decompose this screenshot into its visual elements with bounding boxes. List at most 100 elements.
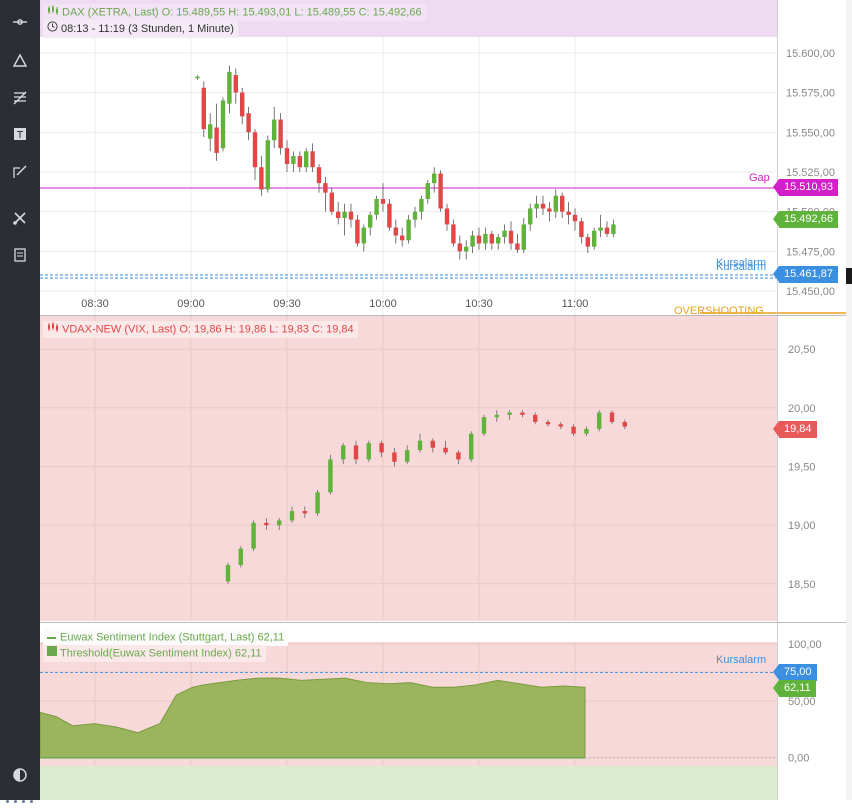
dax-time-axis: 08:30 09:00 09:30 10:00 10:30 11:00 [81,298,588,310]
dax-candle [489,233,494,244]
vdax-candle [315,492,320,514]
dax-candle [425,183,430,199]
text-tool-icon[interactable]: T [8,122,32,146]
fibonacci-tool-icon[interactable] [8,86,32,110]
dax-time-range[interactable]: 08:13 - 11:19 (3 Stunden, 1 Minute) [43,20,238,38]
dax-candle [528,208,533,225]
tools-icon[interactable] [8,206,32,230]
alarm-price-tag: 15.461,87 [773,266,838,283]
vdax-candle [289,511,295,521]
dax-candle [521,224,526,250]
dax-candle [227,71,232,104]
euwax-y-tick-label: 0,00 [788,753,809,765]
dax-x-tick-label: 11:00 [562,298,589,310]
drawing-toolbar: T [0,0,40,803]
triangle-tool-icon[interactable] [8,49,32,73]
dax-candle [406,219,411,241]
dax-candle [201,87,206,130]
vdax-candle [277,520,282,526]
clock-icon [47,21,58,37]
dax-candle [214,127,219,153]
euwax-area-path [40,677,586,759]
dax-candle [323,183,328,193]
gap-price-tag: 15.510,93 [773,179,838,196]
vdax-candle [494,414,499,418]
dax-candle [240,92,245,117]
vdax-candle [558,424,563,427]
vdax-candle [584,428,589,434]
dax-candle [310,151,315,168]
crosshair-tool-icon[interactable] [8,10,32,34]
vdax-candles [225,410,627,584]
chart-area[interactable]: 08:30 09:00 09:30 10:00 10:30 11:00 15.450,00… [40,0,852,800]
vdax-candle [443,447,448,453]
dax-candle [553,195,558,212]
toolbar-dots [6,790,40,803]
right-edge-strip [846,0,852,800]
dax-candle [470,235,475,247]
vdax-y-tick-label: 18,50 [788,579,816,591]
candles-icon [47,5,59,20]
dax-candle [355,219,360,244]
dax-x-tick-label: 10:30 [465,298,493,310]
line-series-icon [47,630,57,645]
dax-candle [432,173,437,184]
vdax-y-tick-label: 19,00 [788,520,816,532]
dax-candle [297,156,302,168]
dax-candle [592,230,597,247]
euwax-kursalarm-label: Kursalarm [716,654,767,666]
dax-candle [611,224,616,234]
dax-candle [272,119,277,141]
layers-icon[interactable] [8,243,32,267]
vdax-candle [392,452,397,462]
dax-candle [579,221,584,238]
dax-candle [572,214,578,222]
dax-candle [464,246,469,252]
dax-horizontal-lines [40,187,852,314]
euwax-lower-band [40,766,777,800]
dax-candle [265,140,270,190]
dax-candle [540,203,546,209]
vdax-grid [40,316,777,621]
dax-candle [412,211,418,220]
vdax-legend[interactable]: VDAX-NEW (VIX, Last) O: 19,86 H: 19,86 L… [43,321,358,339]
euwax-y-tick-label: 50,00 [788,696,816,708]
vdax-candle [353,445,359,460]
svg-text:T: T [16,130,24,141]
dax-candle [483,233,488,244]
vdax-plot-bg [40,316,777,621]
dax-candle [457,243,462,252]
contrast-icon[interactable] [8,763,32,787]
dax-legend[interactable]: DAX (XETRA, Last) O: 15.489,55 H: 15.493… [43,4,426,22]
vdax-candle [622,421,627,427]
dax-candle [259,167,264,190]
dax-candle [496,237,501,244]
euwax-axis: 0,00 50,00 100,00 [788,639,822,765]
dax-candle [451,224,456,244]
right-edge-marker [846,268,852,284]
vdax-candle [469,433,474,460]
dax-candle [336,211,341,219]
gap-label: Gap [749,172,770,184]
vdax-candle [456,452,461,460]
vdax-legend-text: VDAX-NEW (VIX, Last) O: 19,86 H: 19,86 L… [62,323,354,336]
dax-candle [246,113,251,133]
dax-candle [220,100,226,149]
dax-candle [400,235,405,241]
dax-candle [515,243,520,250]
vdax-candle [302,511,307,514]
dax-y-tick-label: 15.550,00 [786,127,835,139]
dax-candle [438,173,443,209]
dax-x-tick-label: 08:30 [81,298,109,310]
euwax-last-tag: 62,11 [773,680,816,697]
threshold-legend[interactable]: Threshold(Euwax Sentiment Index) 62,11 [43,645,266,663]
threshold-legend-text: Threshold(Euwax Sentiment Index) 62,11 [60,647,262,660]
dax-candle [329,192,334,212]
vdax-candle [545,421,551,425]
annotation-tool-icon[interactable] [8,160,32,184]
euwax-legend[interactable]: Euwax Sentiment Index (Stuttgart, Last) … [43,629,289,647]
dax-candle [252,132,258,168]
dax-candle [348,211,354,220]
dax-candle [304,151,309,168]
vdax-candle [379,443,384,453]
